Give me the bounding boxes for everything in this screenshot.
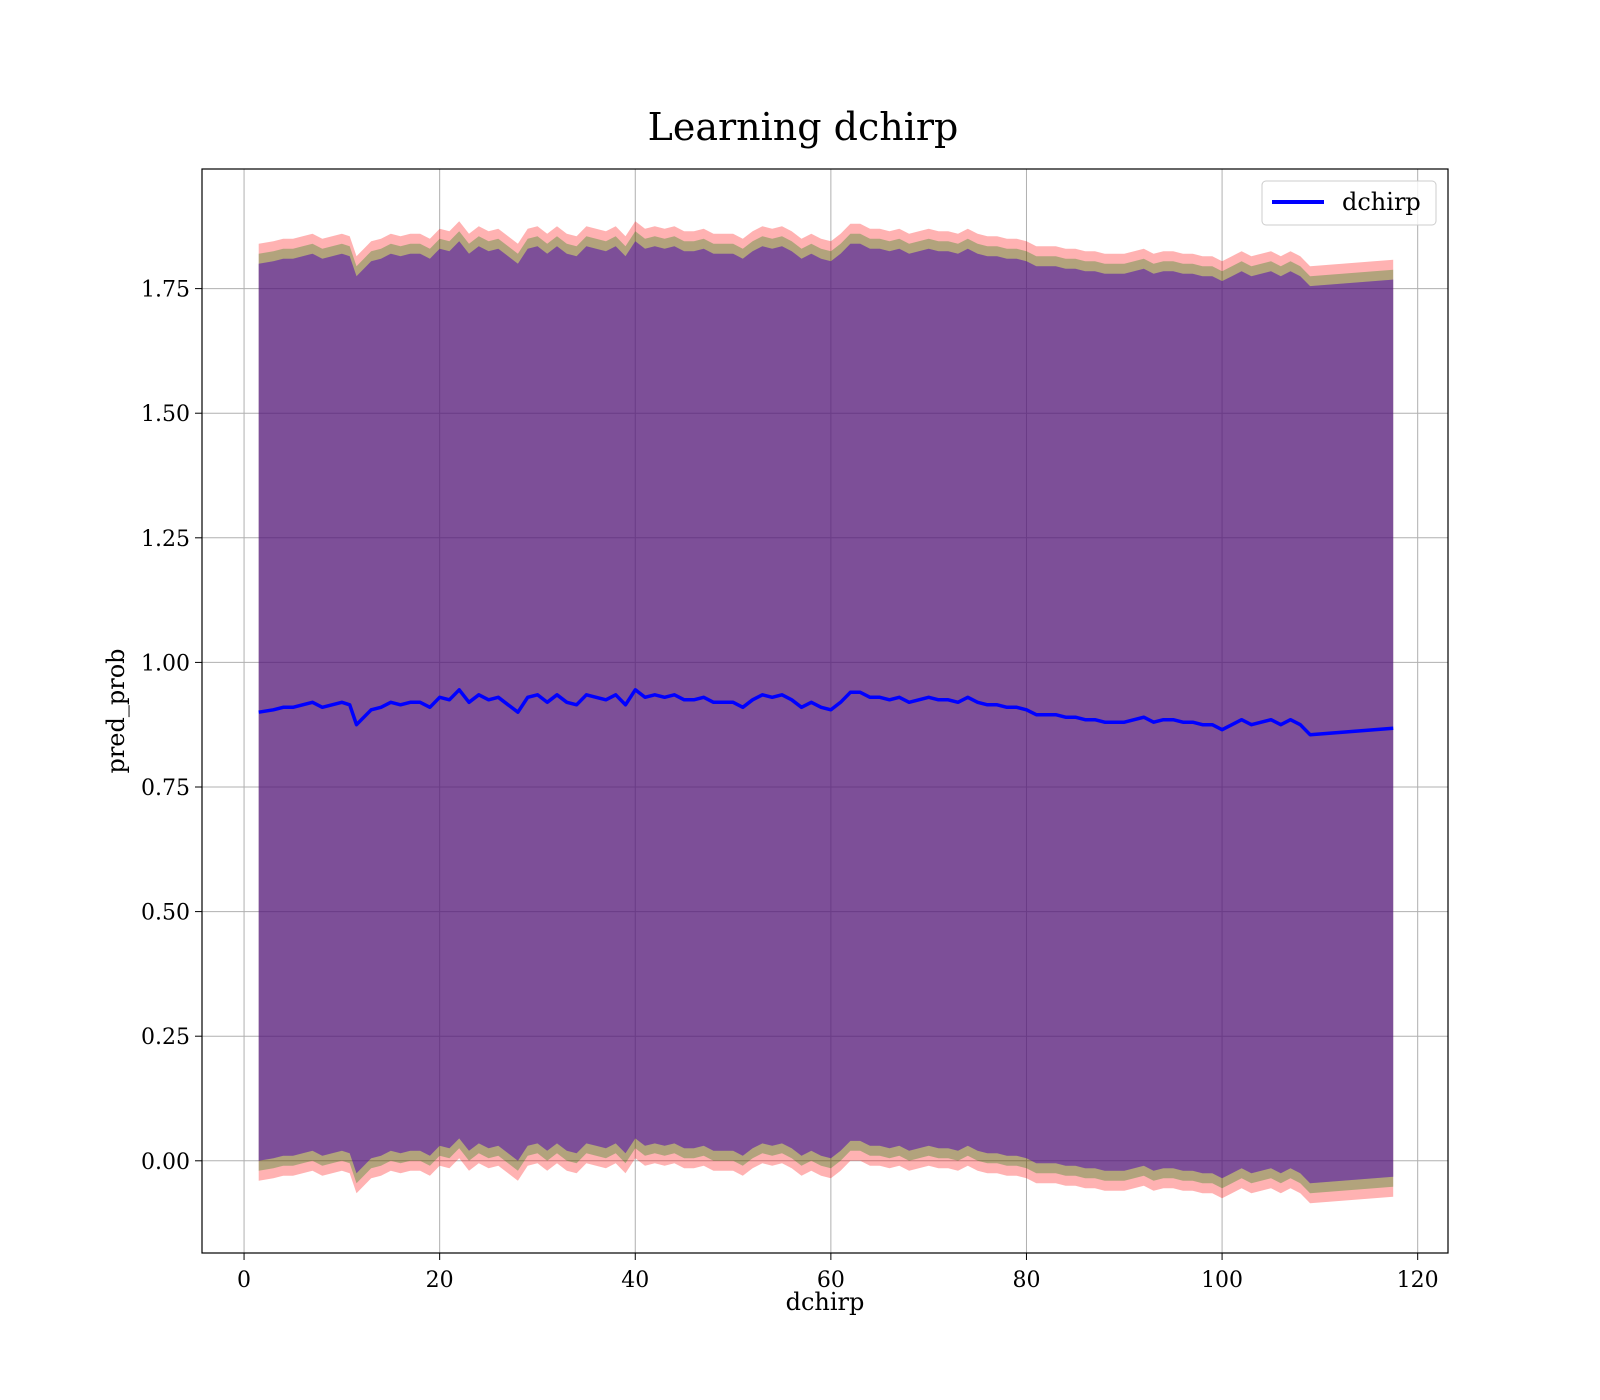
y-tick-label: 0.00 xyxy=(141,1150,190,1175)
legend-box xyxy=(1261,180,1437,226)
confidence-band xyxy=(258,241,1394,1184)
y-tick-label: 1.75 xyxy=(141,278,190,303)
y-axis-ticks: 0.00 0.25 0.50 0.75 1.00 1.25 1.50 1.75 xyxy=(141,278,202,1175)
x-tick-label: 60 xyxy=(817,1268,845,1293)
y-tick-label: 0.25 xyxy=(141,1025,190,1050)
x-tick-label: 0 xyxy=(237,1268,251,1293)
confidence-band xyxy=(258,241,1394,1184)
confidence-bands xyxy=(258,221,1394,1204)
series-lines xyxy=(258,688,1394,737)
y-tick-label: 1.50 xyxy=(141,402,190,427)
y-tick-label: 1.00 xyxy=(141,651,190,676)
plot-frame xyxy=(201,168,1449,1254)
confidence-band xyxy=(258,221,1394,1204)
legend: dchirp xyxy=(1261,180,1437,226)
y-tick-label: 0.50 xyxy=(141,901,190,926)
chart-title: Learning dchirp xyxy=(648,105,959,149)
series-line-dchirp xyxy=(258,688,1394,737)
y-tick-label: 1.25 xyxy=(141,527,190,552)
y-tick-label: 0.75 xyxy=(141,776,190,801)
y-axis-label: pred_prob xyxy=(102,648,130,773)
x-axis-label: dchirp xyxy=(786,1288,865,1316)
confidence-band xyxy=(258,231,1394,1194)
x-tick-label: 100 xyxy=(1201,1268,1243,1293)
x-tick-label: 20 xyxy=(426,1268,454,1293)
legend-entry-dchirp: dchirp xyxy=(1342,188,1421,216)
x-tick-label: 120 xyxy=(1397,1268,1439,1293)
x-tick-label: 80 xyxy=(1012,1268,1040,1293)
x-tick-label: 40 xyxy=(621,1268,649,1293)
x-axis-ticks: 0 20 40 60 80 100 120 xyxy=(237,1253,1439,1293)
